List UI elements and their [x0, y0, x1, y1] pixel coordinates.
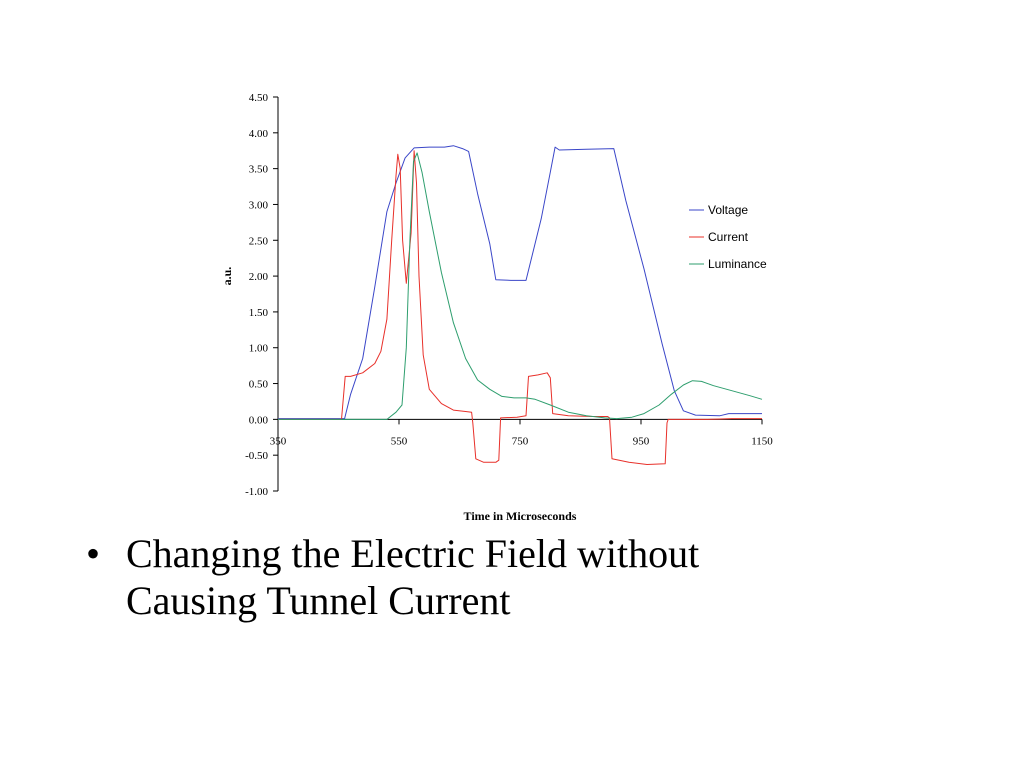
y-tick-label: 2.00 — [249, 271, 269, 283]
y-tick-label: 0.00 — [249, 414, 269, 426]
x-axis-title: Time in Microseconds — [464, 509, 577, 523]
y-tick-label: 4.50 — [249, 92, 269, 104]
legend: Voltage Current Luminance — [689, 203, 767, 271]
legend-label: Current — [708, 230, 749, 244]
x-tick-label: 350 — [270, 435, 287, 447]
series-line-luminance — [278, 152, 763, 420]
y-tick-label: 1.00 — [249, 343, 269, 355]
legend-label: Voltage — [708, 203, 748, 217]
bullet-item: • Changing the Electric Field without Ca… — [86, 530, 806, 624]
x-tick-label: 950 — [633, 435, 650, 447]
bullet-marker: • — [86, 531, 101, 576]
x-tick-label: 750 — [512, 435, 529, 447]
x-tick-label: 1150 — [751, 435, 773, 447]
y-axis-title: a.u. — [220, 267, 234, 286]
y-tick-label: 4.00 — [249, 128, 269, 140]
y-ticks: 4.50 4.00 3.50 3.00 2.50 2.00 1.50 1.00 0.50 0.00… — [245, 92, 278, 498]
y-tick-label: 3.50 — [249, 164, 269, 176]
line-chart: 4.50 4.00 3.50 3.00 2.50 2.00 1.50 1.00 0.50 0.00… — [220, 92, 773, 523]
plot-series — [278, 145, 763, 465]
y-tick-label: 2.50 — [249, 235, 269, 247]
series-line-voltage — [278, 145, 762, 420]
y-tick-label: 0.50 — [249, 379, 269, 391]
legend-label: Luminance — [708, 257, 767, 271]
y-tick-label: -1.00 — [245, 486, 268, 498]
y-tick-label: 1.50 — [249, 307, 269, 319]
x-tick-label: 550 — [391, 435, 408, 447]
y-tick-label: 3.00 — [249, 199, 269, 211]
bullet-list: • Changing the Electric Field without Ca… — [86, 530, 806, 624]
x-ticks: 350 550 750 950 1150 — [270, 419, 773, 447]
y-tick-label: -0.50 — [245, 450, 268, 462]
series-line-current — [278, 150, 762, 465]
bullet-text: Changing the Electric Field without Caus… — [126, 531, 700, 623]
